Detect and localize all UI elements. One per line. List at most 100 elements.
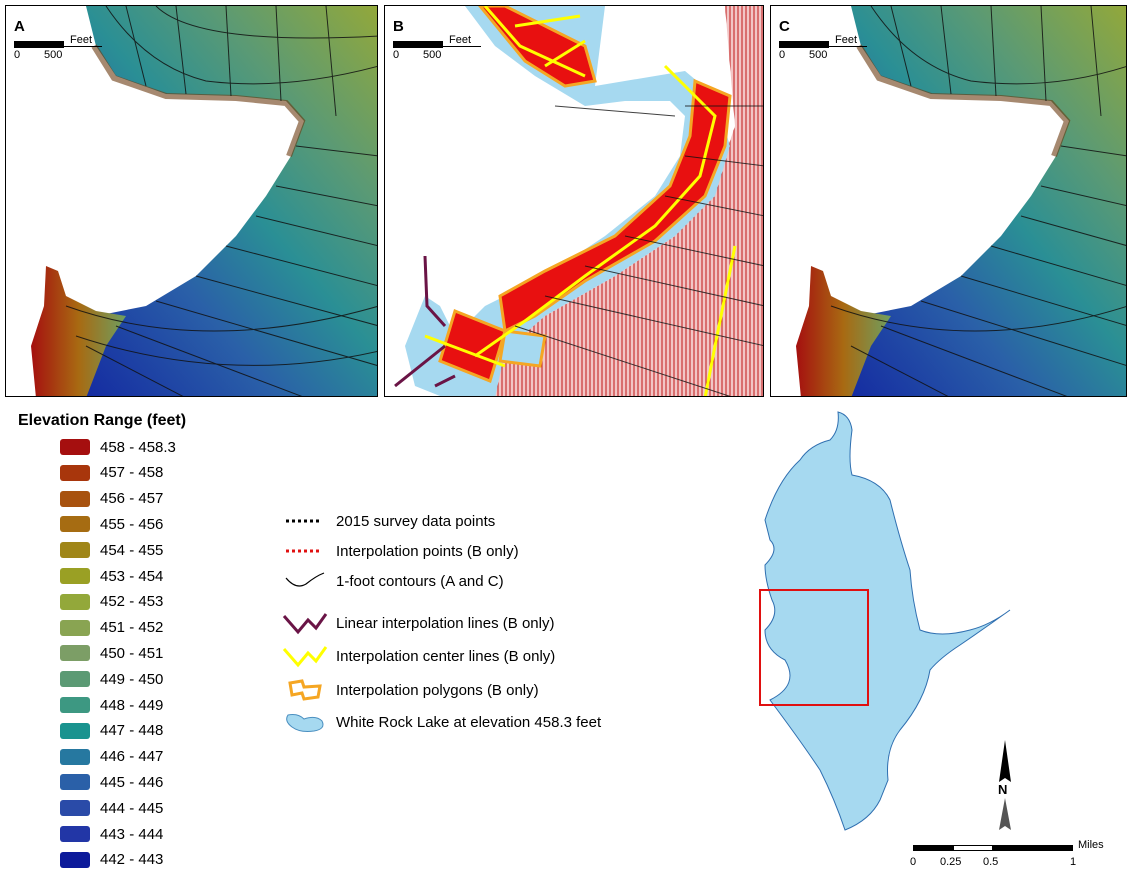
elevation-legend-item: 443 - 444 [60, 823, 163, 845]
elevation-range-label: 450 - 451 [100, 644, 164, 662]
color-swatch [60, 516, 90, 533]
scale-unit: Feet [835, 34, 858, 46]
scale-tick: 500 [44, 49, 63, 61]
scale-unit: Miles [1078, 839, 1104, 851]
legend-item-interpolation-points: Interpolation points (B only) [282, 538, 519, 564]
color-swatch [60, 439, 90, 455]
elevation-legend-item: 446 - 447 [60, 746, 163, 768]
elevation-legend-item: 451 - 452 [60, 617, 163, 639]
yellow-zigzag-icon [282, 646, 328, 668]
elevation-legend-item: 456 - 457 [60, 488, 163, 510]
scale-unit: Feet [449, 34, 472, 46]
legend-label: Linear interpolation lines (B only) [336, 614, 555, 632]
scale-tick: 500 [809, 49, 828, 61]
map-panel-b: B Feet 0 500 [384, 5, 764, 397]
elevation-legend-item: 450 - 451 [60, 642, 163, 664]
north-arrow-icon [999, 740, 1011, 830]
elevation-range-label: 454 - 455 [100, 541, 164, 559]
north-label: N [998, 782, 1008, 797]
color-swatch [60, 542, 90, 559]
legend-item-contours: 1-foot contours (A and C) [282, 568, 504, 594]
red-dotted-line-icon [286, 549, 322, 553]
scale-tick: 0 [14, 49, 21, 61]
elevation-range-label: 448 - 449 [100, 696, 164, 714]
panel-label: C [779, 18, 790, 35]
elevation-legend-item: 454 - 455 [60, 539, 163, 561]
scale-tick: 0 [393, 49, 400, 61]
study-area-highlight [759, 589, 869, 706]
legend-label: 1-foot contours (A and C) [336, 572, 504, 590]
color-swatch [60, 851, 90, 868]
orange-polygon-icon [288, 679, 322, 701]
scale-tick: 0 [910, 856, 917, 868]
legend-item-survey-points: 2015 survey data points [282, 508, 495, 534]
map-panel-c: C Feet 0 500 [770, 5, 1127, 397]
legend-label: Interpolation center lines (B only) [336, 647, 556, 665]
elevation-legend-item: 445 - 446 [60, 771, 163, 793]
color-swatch [60, 593, 90, 610]
legend-item-polygons: Interpolation polygons (B only) [282, 677, 539, 703]
scale-tick: 0.5 [983, 856, 999, 868]
elevation-range-label: 451 - 452 [100, 619, 164, 637]
color-swatch [60, 490, 90, 507]
elevation-legend-item: 447 - 448 [60, 720, 163, 742]
elevation-map-a [31, 6, 377, 396]
scale-tick: 500 [423, 49, 442, 61]
color-swatch [60, 800, 90, 817]
elevation-legend-item: 442 - 443 [60, 849, 163, 871]
elevation-range-label: 443 - 444 [100, 825, 164, 843]
panel-label: B [393, 18, 404, 35]
elevation-map-c [796, 6, 1126, 396]
elevation-legend-item: 449 - 450 [60, 668, 163, 690]
elevation-range-label: 457 - 458 [100, 464, 164, 482]
black-dotted-line-icon [286, 519, 322, 523]
elevation-range-label: 447 - 448 [100, 722, 164, 740]
color-swatch [60, 645, 90, 662]
legend-label: Interpolation points (B only) [336, 542, 519, 560]
elevation-legend-item: 444 - 445 [60, 797, 163, 819]
color-swatch [60, 826, 90, 842]
elevation-range-label: 445 - 446 [100, 773, 164, 791]
interpolation-map-b [394, 6, 763, 396]
elevation-legend-item: 457 - 458 [60, 462, 163, 484]
color-swatch [60, 671, 90, 688]
scale-tick: 1 [1070, 856, 1077, 868]
color-swatch [60, 722, 90, 739]
scale-tick: 0.25 [940, 856, 962, 868]
elevation-legend-item: 455 - 456 [60, 513, 163, 535]
map-panel-a: A Feet 0 500 [5, 5, 378, 397]
color-swatch [60, 774, 90, 791]
lake-overview-map [759, 411, 1011, 831]
color-swatch [60, 748, 90, 765]
elevation-range-label: 446 - 447 [100, 748, 164, 766]
elevation-range-label: 452 - 453 [100, 593, 164, 611]
lake-shape-icon [286, 714, 324, 732]
legend-item-lake: White Rock Lake at elevation 458.3 feet [282, 709, 601, 735]
elevation-range-label: 444 - 445 [100, 799, 164, 817]
contour-curve-icon [285, 572, 325, 587]
elevation-range-label: 455 - 456 [100, 515, 164, 533]
purple-zigzag-icon [282, 613, 328, 635]
elevation-range-label: 453 - 454 [100, 567, 164, 585]
elevation-legend-title: Elevation Range (feet) [18, 412, 187, 429]
scale-tick: 0 [779, 49, 786, 61]
elevation-range-label: 456 - 457 [100, 490, 164, 508]
north-arrow: N [990, 738, 1020, 839]
scale-bar-miles: Miles 0 0.25 0.5 1 [910, 839, 1110, 882]
elevation-legend-item: 458 - 458.3 [60, 436, 176, 458]
elevation-range-label: 449 - 450 [100, 670, 164, 688]
color-swatch [60, 568, 90, 584]
legend-label: White Rock Lake at elevation 458.3 feet [336, 713, 602, 731]
color-swatch [60, 697, 90, 713]
legend-item-linear-lines: Linear interpolation lines (B only) [282, 610, 554, 636]
color-swatch [60, 619, 90, 636]
legend-label: 2015 survey data points [336, 512, 496, 530]
legend-label: Interpolation polygons (B only) [336, 681, 539, 699]
elevation-legend-item: 453 - 454 [60, 565, 163, 587]
elevation-legend-item: 452 - 453 [60, 591, 163, 613]
elevation-legend-item: 448 - 449 [60, 694, 163, 716]
elevation-range-label: 458 - 458.3 [100, 438, 176, 456]
legend-item-center-lines: Interpolation center lines (B only) [282, 643, 555, 669]
color-swatch [60, 464, 90, 481]
elevation-range-label: 442 - 443 [100, 851, 164, 869]
